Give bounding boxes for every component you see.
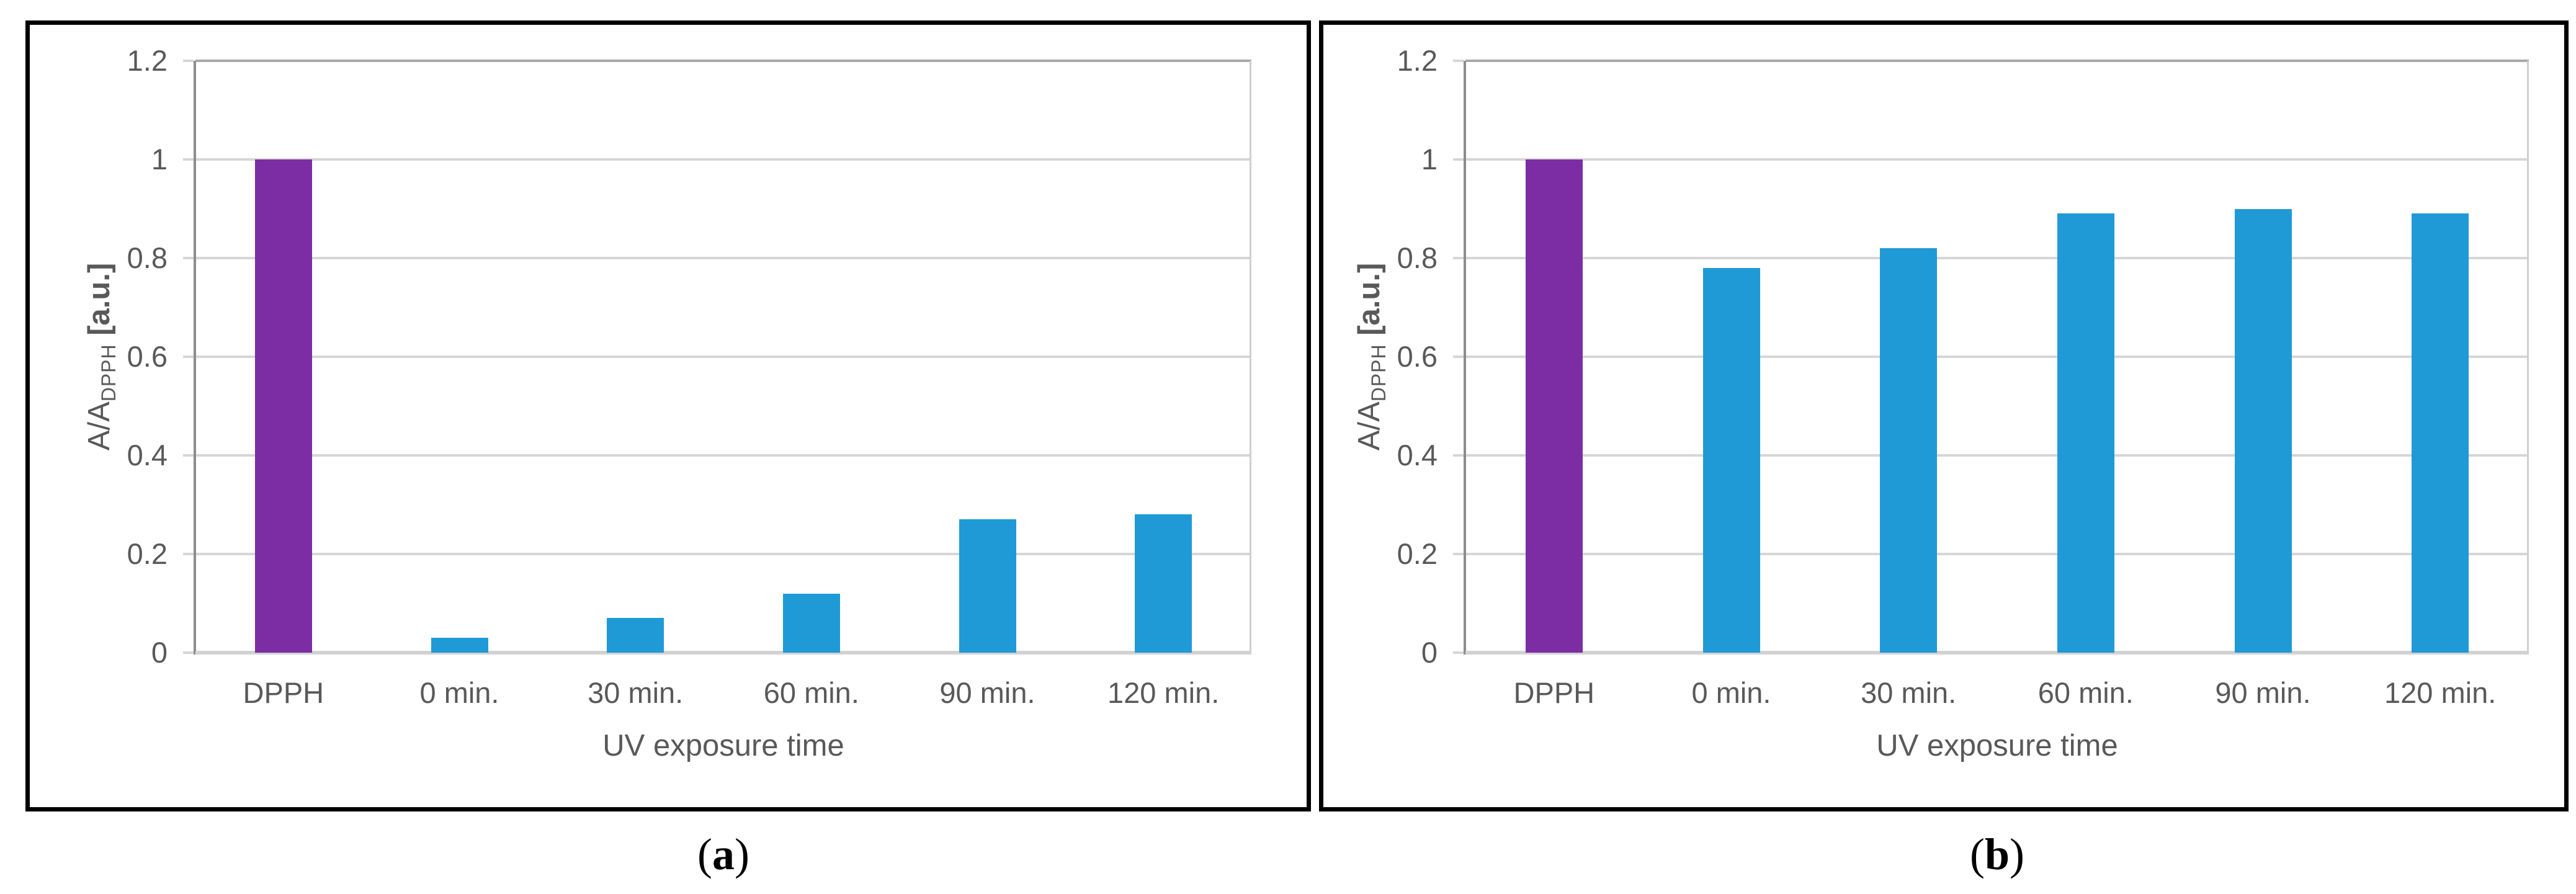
plot-right-border [2527, 61, 2529, 653]
figure-panel-a: A/ADPPH [a.u.] UV exposure time 0 0.2 0.4 0… [25, 20, 1311, 811]
y-tick-mark [1453, 60, 1464, 62]
y-axis-line [1464, 61, 1466, 655]
gridline [195, 454, 1251, 457]
y-tick-label: 0.8 [1397, 241, 1438, 274]
y-tick-label: 1 [151, 143, 168, 176]
x-category-label: 120 min. [2384, 676, 2497, 709]
caption-letter: a [712, 829, 735, 879]
y-tick-mark [183, 355, 194, 358]
caption-paren-close: ) [2010, 829, 2025, 879]
gridline [1465, 651, 2529, 655]
x-category-label: 0 min. [1691, 676, 1771, 709]
y-tick-mark [1453, 257, 1464, 259]
bar-90-min [2234, 208, 2292, 653]
x-axis-title: UV exposure time [1876, 729, 2118, 762]
gridline [195, 355, 1251, 358]
y-tick-label: 0.4 [1397, 439, 1438, 472]
plot-area-b: A/ADPPH [a.u.] UV exposure time 0 0.2 0.4 0… [1353, 44, 2529, 762]
y-tick-label: 1.2 [1397, 44, 1438, 77]
gridline [195, 60, 1251, 62]
y-tick-mark [183, 257, 194, 259]
y-tick-label: 0.8 [127, 241, 168, 274]
y-tick-mark [183, 454, 194, 457]
bar-90-min [959, 519, 1016, 653]
gridline [1465, 355, 2529, 358]
gridline [1465, 257, 2529, 259]
gridline [1465, 158, 2529, 161]
y-tick-mark [183, 651, 194, 654]
x-category-label: 0 min. [419, 676, 499, 709]
plot-area-a: A/ADPPH [a.u.] UV exposure time 0 0.2 0.4 0… [83, 44, 1251, 762]
y-tick-label: 1 [1421, 143, 1438, 176]
bar-120-min [1135, 514, 1192, 653]
bar-DPPH [254, 159, 312, 653]
gridline [195, 158, 1251, 161]
x-category-label: 90 min. [939, 676, 1035, 709]
y-tick-label: 0.4 [127, 439, 168, 472]
gridline [195, 651, 1251, 655]
y-tick-mark [1453, 553, 1464, 555]
y-tick-mark [1453, 651, 1464, 654]
bar-60-min [2057, 213, 2114, 653]
y-tick-mark [1453, 355, 1464, 358]
figure-caption-b: (b) [1970, 829, 2024, 880]
y-tick-label: 1.2 [127, 44, 168, 77]
figure-caption-a: (a) [697, 829, 749, 880]
gridline [1465, 454, 2529, 457]
caption-paren-open: ( [697, 829, 712, 879]
x-category-label: DPPH [243, 676, 324, 709]
y-axis-line [194, 61, 196, 655]
bar-120-min [2412, 213, 2469, 653]
figure-panel-b: A/ADPPH [a.u.] UV exposure time 0 0.2 0.4 0… [1319, 20, 2569, 811]
bar-0-min [431, 638, 488, 653]
bar-DPPH [1525, 159, 1583, 653]
x-category-label: 30 min. [1861, 676, 1957, 709]
bar-0-min [1702, 267, 1760, 653]
y-tick-label: 0.2 [127, 537, 168, 570]
x-category-label: 60 min. [763, 676, 859, 709]
x-category-label: DPPH [1513, 676, 1595, 709]
caption-letter: b [1984, 829, 2010, 879]
bar-30-min [607, 618, 664, 653]
gridline [195, 553, 1251, 555]
gridline [1465, 60, 2529, 62]
gridline [195, 257, 1251, 259]
gridline [1465, 553, 2529, 555]
bar-60-min [782, 593, 840, 653]
y-tick-mark [1453, 158, 1464, 161]
x-category-label: 120 min. [1107, 676, 1220, 709]
caption-paren-close: ) [735, 829, 749, 879]
x-category-label: 90 min. [2215, 676, 2311, 709]
y-tick-mark [1453, 454, 1464, 457]
y-tick-label: 0.2 [1397, 537, 1438, 570]
caption-paren-open: ( [1969, 829, 1985, 879]
y-tick-label: 0 [151, 636, 168, 669]
x-category-label: 60 min. [2037, 676, 2134, 709]
bar-30-min [1880, 248, 1938, 653]
y-tick-label: 0.6 [1397, 340, 1438, 373]
x-axis-title: UV exposure time [602, 729, 844, 762]
y-tick-mark [183, 60, 194, 62]
y-tick-label: 0 [1421, 636, 1438, 669]
y-tick-label: 0.6 [127, 340, 168, 373]
y-tick-mark [183, 158, 194, 161]
x-category-label: 30 min. [588, 676, 684, 709]
plot-right-border [1250, 61, 1251, 653]
y-tick-mark [183, 553, 194, 555]
